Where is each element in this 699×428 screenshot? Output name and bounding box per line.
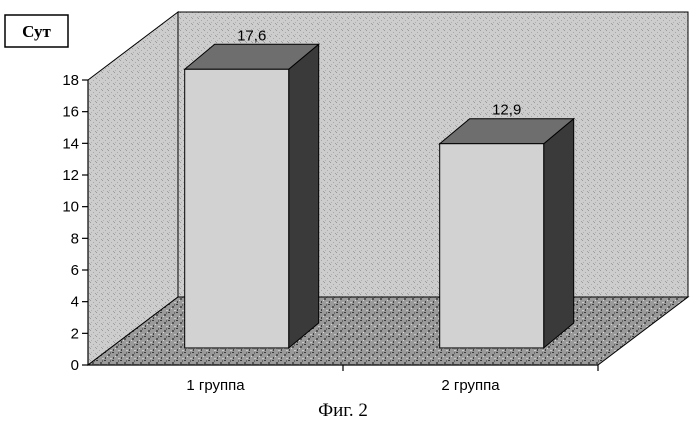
- data-label: 17,6: [237, 27, 266, 44]
- data-label: 12,9: [492, 102, 521, 119]
- bar-side: [544, 119, 574, 348]
- y-tick-label: 6: [71, 262, 79, 279]
- bar: 17,6: [185, 27, 319, 348]
- bar-front: [185, 69, 289, 348]
- y-axis-ticks: 0 2 4 6 8 10 12 14 16 18: [62, 72, 88, 374]
- bar-front: [440, 144, 544, 348]
- unit-label: Сут: [22, 22, 51, 41]
- unit-box: Сут: [5, 15, 68, 47]
- y-tick-label: 18: [62, 72, 79, 89]
- y-tick-label: 8: [71, 230, 79, 247]
- bar: 12,9: [440, 102, 574, 348]
- y-tick-label: 2: [71, 325, 79, 342]
- y-tick-label: 12: [62, 167, 79, 184]
- y-tick-label: 4: [71, 294, 79, 311]
- y-tick-label: 16: [62, 104, 79, 121]
- x-axis-labels: 1 группа 2 группа: [186, 365, 598, 394]
- figure-caption: Фиг. 2: [318, 400, 368, 421]
- y-tick-label: 10: [62, 199, 79, 216]
- bar-side: [289, 44, 319, 348]
- x-tick-label: 1 группа: [186, 377, 245, 394]
- chart-floor: [88, 297, 688, 365]
- y-tick-label: 14: [62, 135, 79, 152]
- y-tick-label: 0: [71, 357, 79, 374]
- x-tick-label: 2 группа: [441, 377, 500, 394]
